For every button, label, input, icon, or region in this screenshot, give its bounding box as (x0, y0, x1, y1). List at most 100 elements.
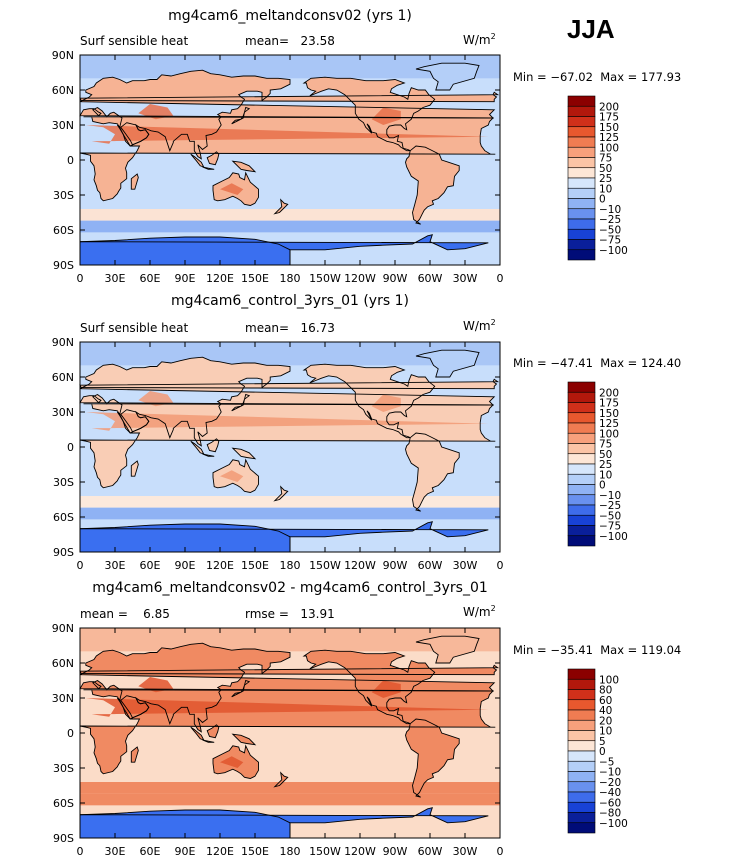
panel-2-colorbar-swatch (568, 495, 595, 505)
panel-3-southern-ocean-band (80, 782, 500, 794)
panel-2-colorbar-swatch (568, 485, 595, 495)
panel-2-lon-label: 180 (280, 559, 301, 572)
panel-3-lon-label: 90E (175, 845, 196, 858)
panel-3-colorbar-swatch (568, 802, 595, 812)
panel-3-lon-label: 120E (206, 845, 234, 858)
panel-2-lat-label: 0 (67, 441, 74, 454)
panel-1-lon-label: 90E (175, 272, 196, 285)
panel-3-lon-label: 60E (140, 845, 161, 858)
panel-3-map: 0 30E 60E 90E 120E 150E 180 150W 120W 90W 60W 30W 09… (52, 622, 504, 858)
panel-3-lon-label: 120W (344, 845, 376, 858)
panel-2-colorbar-label: −100 (599, 531, 628, 543)
panel-2-lat-label: 30S (53, 476, 74, 489)
panel-3-lat-label: 60N (52, 657, 74, 670)
panel-1-lon-label: 120W (344, 272, 376, 285)
panel-3-colorbar-swatch (568, 792, 595, 802)
panel-1-colorbar-swatch (568, 250, 595, 260)
panel-3-colorbar-swatch (568, 741, 595, 751)
panel-1-lon-label: 180 (280, 272, 301, 285)
panel-2-colorbar-swatch (568, 454, 595, 464)
panel-2-lat-label: 90S (53, 546, 74, 559)
panel-2-lon-label: 120W (344, 559, 376, 572)
panel-1-colorbar-swatch (568, 178, 595, 188)
panel-3-colorbar: 100806040201050−5−10−20−40−60−80−100 (568, 669, 628, 833)
panel-2-lon-label: 120E (206, 559, 234, 572)
panel-3-colorbar-swatch (568, 731, 595, 741)
panel-2-southern-ocean-band-2 (80, 508, 500, 520)
panel-2-lat-label: 60S (53, 511, 74, 524)
panel-2-colorbar-swatch (568, 433, 595, 443)
panel-3-lon-label: 180 (280, 845, 301, 858)
panel-3-lon-label: 150E (241, 845, 269, 858)
panel-2-lon-label: 150E (241, 559, 269, 572)
panel-2-colorbar: 200175150125100755025100−10−25−50−75−100 (568, 382, 628, 546)
panel-1-colorbar-swatch (568, 188, 595, 198)
panel-1-lat-label: 0 (67, 154, 74, 167)
panel-3-colorbar-swatch (568, 813, 595, 823)
panel-2-colorbar-swatch (568, 474, 595, 484)
panel-2-colorbar-swatch (568, 382, 595, 392)
panel-2-colorbar-swatch (568, 423, 595, 433)
panel-2-colorbar-swatch (568, 403, 595, 413)
panel-2-lat-label: 60N (52, 371, 74, 384)
panel-1-lon-label: 30E (105, 272, 126, 285)
panel-3-lat-label: 30S (53, 762, 74, 775)
panel-3-lat-label: 30N (52, 692, 74, 705)
panel-1-lon-label: 0 (497, 272, 504, 285)
panel-3-colorbar-swatch (568, 720, 595, 730)
panel-1-lat-label: 90N (52, 49, 74, 62)
panel-1-lon-label: 90W (383, 272, 408, 285)
panel-3-lat-label: 90S (53, 832, 74, 845)
panel-3-lon-label: 30E (105, 845, 126, 858)
panel-1-lon-label: 150E (241, 272, 269, 285)
panel-2-southern-ocean-band (80, 496, 500, 508)
panel-1-colorbar-swatch (568, 127, 595, 137)
panel-1-lat-label: 30S (53, 189, 74, 202)
panel-1-lon-label: 150W (309, 272, 341, 285)
panel-3-lon-label: 30W (453, 845, 478, 858)
panel-1-lat-label: 90S (53, 259, 74, 272)
panel-3-colorbar-swatch (568, 823, 595, 833)
panel-2-colorbar-swatch (568, 444, 595, 454)
panel-2-colorbar-swatch (568, 392, 595, 402)
panel-2-colorbar-swatch (568, 413, 595, 423)
plot-canvas: 0 30E 60E 90E 120E 150E 180 150W 120W 90W 60W 30W 09… (0, 0, 732, 865)
panel-1-colorbar-swatch (568, 137, 595, 147)
panel-2-lon-label: 0 (77, 559, 84, 572)
panel-1-colorbar: 200175150125100755025100−10−25−50−75−100 (568, 96, 628, 260)
panel-3-colorbar-swatch (568, 772, 595, 782)
panel-1-southern-ocean-band (80, 209, 500, 221)
panel-3-lon-label: 0 (77, 845, 84, 858)
panel-1-colorbar-swatch (568, 219, 595, 229)
panel-3-colorbar-label: −100 (599, 818, 628, 830)
panel-3-colorbar-swatch (568, 761, 595, 771)
panel-3-colorbar-swatch (568, 710, 595, 720)
panel-1-colorbar-swatch (568, 209, 595, 219)
panel-2-colorbar-swatch (568, 536, 595, 546)
panel-2-lon-label: 150W (309, 559, 341, 572)
panel-3-lon-label: 0 (497, 845, 504, 858)
panel-1-lon-label: 30W (453, 272, 478, 285)
panel-1-lat-label: 60S (53, 224, 74, 237)
panel-3-colorbar-swatch (568, 669, 595, 679)
panel-3-lat-label: 90N (52, 622, 74, 635)
panel-2-colorbar-swatch (568, 464, 595, 474)
panel-1-colorbar-swatch (568, 240, 595, 250)
panel-1-colorbar-swatch (568, 168, 595, 178)
panel-1-colorbar-swatch (568, 147, 595, 157)
panel-1-colorbar-swatch (568, 117, 595, 127)
panel-2-map: 0 30E 60E 90E 120E 150E 180 150W 120W 90W 60W 30W 09… (52, 336, 504, 572)
panel-1-southern-ocean-band-2 (80, 221, 500, 233)
panel-1-colorbar-swatch (568, 96, 595, 106)
panel-3-lon-label: 60W (418, 845, 443, 858)
panel-2-lat-label: 90N (52, 336, 74, 349)
panel-2-colorbar-swatch (568, 526, 595, 536)
panel-2-lon-label: 90E (175, 559, 196, 572)
panel-2-lon-label: 60W (418, 559, 443, 572)
panel-3-lat-label: 0 (67, 727, 74, 740)
panel-2-lon-label: 0 (497, 559, 504, 572)
panel-2-lon-label: 30W (453, 559, 478, 572)
panel-3-colorbar-swatch (568, 700, 595, 710)
panel-1-colorbar-swatch (568, 199, 595, 209)
panel-1-lon-label: 120E (206, 272, 234, 285)
